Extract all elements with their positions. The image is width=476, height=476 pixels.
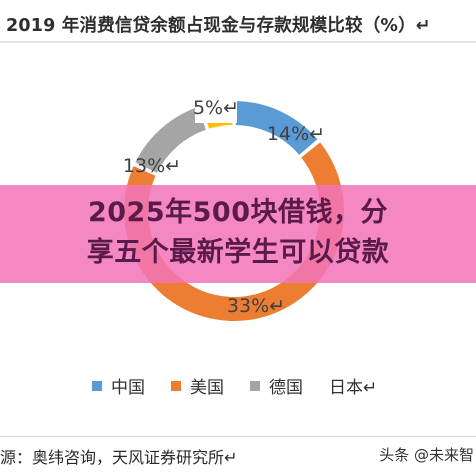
legend-swatch-germany: [250, 380, 260, 391]
title-divider: [0, 41, 476, 43]
legend-label-china: 中国: [111, 378, 145, 398]
donut-slice-0: [235, 101, 318, 155]
legend-item-germany: 德国: [250, 373, 303, 398]
promo-banner[interactable]: [0, 185, 476, 283]
data-label-0: 14%↵: [267, 123, 325, 145]
legend-item-usa: 美国: [171, 373, 224, 398]
data-label-3: 5%↵: [193, 97, 239, 119]
footer-divider: [0, 436, 476, 437]
chart-title: 2019 年消费信贷余额占现金与存款规模比较（%）↵: [6, 16, 431, 36]
legend-item-china: 中国: [92, 373, 145, 398]
donut-slice-1: [123, 142, 344, 322]
legend-label-japan: 日本↵: [329, 378, 378, 398]
data-label-1: 33%↵: [227, 295, 285, 317]
chart-legend: 中国 美国 德国 日本↵: [92, 373, 403, 398]
legend-item-japan: 日本↵: [329, 373, 377, 398]
donut-slice-2: [135, 107, 206, 173]
legend-swatch-china: [92, 380, 102, 391]
promo-banner-line-1: 2025年500块借钱，分: [87, 197, 388, 228]
data-label-box-3: [195, 99, 237, 123]
promo-banner-line-2: 享五个最新学生可以贷款: [86, 237, 390, 268]
promo-banner-text[interactable]: 2025年500块借钱，分 享五个最新学生可以贷款: [0, 193, 476, 273]
data-label-2: 13%↵: [123, 155, 181, 177]
legend-label-germany: 德国: [269, 378, 303, 398]
legend-swatch-usa: [171, 380, 181, 391]
source-note: 源：奥纬咨询，天风证券研究所↵: [0, 448, 238, 467]
watermark: 头条 @未来智: [379, 446, 474, 464]
legend-label-usa: 美国: [190, 378, 224, 398]
